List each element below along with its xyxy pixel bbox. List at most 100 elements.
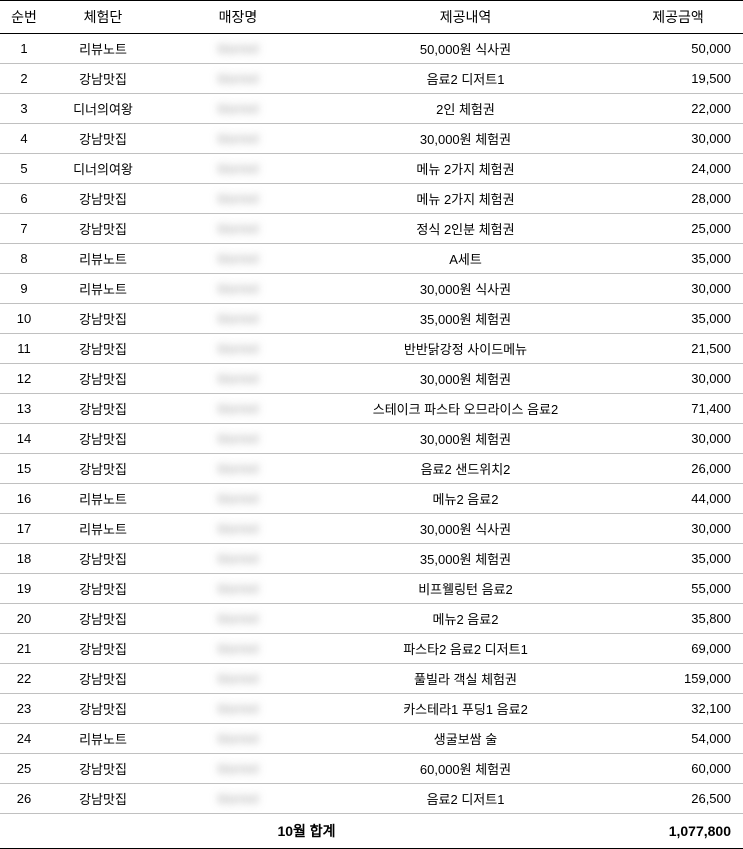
cell-num: 15 [0,454,48,484]
cell-desc: 스테이크 파스타 오므라이스 음료2 [318,394,613,424]
cell-amount: 30,000 [613,514,743,544]
cell-desc: 음료2 디저트1 [318,784,613,814]
cell-desc: 35,000원 체험권 [318,304,613,334]
cell-amount: 25,000 [613,214,743,244]
total-label: 10월 합계 [0,814,613,849]
cell-amount: 50,000 [613,34,743,64]
cell-num: 18 [0,544,48,574]
table-row: 5디너의여왕blurred메뉴 2가지 체험권24,000 [0,154,743,184]
cell-amount: 30,000 [613,274,743,304]
cell-amount: 32,100 [613,694,743,724]
cell-store: blurred [158,604,318,634]
cell-group: 강남맛집 [48,394,158,424]
table-row: 19강남맛집blurred비프웰링턴 음료255,000 [0,574,743,604]
cell-num: 7 [0,214,48,244]
cell-group: 리뷰노트 [48,514,158,544]
cell-amount: 35,000 [613,304,743,334]
cell-desc: 30,000원 식사권 [318,274,613,304]
cell-desc: 메뉴2 음료2 [318,604,613,634]
cell-store: blurred [158,304,318,334]
cell-group: 리뷰노트 [48,244,158,274]
cell-store: blurred [158,634,318,664]
table-row: 11강남맛집blurred반반닭강정 사이드메뉴21,500 [0,334,743,364]
cell-num: 2 [0,64,48,94]
cell-num: 24 [0,724,48,754]
cell-group: 강남맛집 [48,424,158,454]
cell-desc: 비프웰링턴 음료2 [318,574,613,604]
cell-group: 강남맛집 [48,454,158,484]
cell-store: blurred [158,454,318,484]
cell-amount: 30,000 [613,364,743,394]
header-group: 체험단 [48,1,158,34]
total-row: 10월 합계 1,077,800 [0,814,743,849]
table-row: 15강남맛집blurred음료2 샌드위치226,000 [0,454,743,484]
cell-amount: 60,000 [613,754,743,784]
cell-store: blurred [158,244,318,274]
cell-desc: 메뉴 2가지 체험권 [318,184,613,214]
table-row: 3디너의여왕blurred2인 체험권22,000 [0,94,743,124]
cell-group: 강남맛집 [48,784,158,814]
cell-store: blurred [158,664,318,694]
cell-desc: 파스타2 음료2 디저트1 [318,634,613,664]
cell-group: 강남맛집 [48,364,158,394]
cell-group: 디너의여왕 [48,154,158,184]
cell-store: blurred [158,364,318,394]
cell-num: 22 [0,664,48,694]
cell-desc: 60,000원 체험권 [318,754,613,784]
cell-store: blurred [158,334,318,364]
cell-store: blurred [158,544,318,574]
table-header-row: 순번 체험단 매장명 제공내역 제공금액 [0,1,743,34]
cell-amount: 30,000 [613,424,743,454]
cell-num: 14 [0,424,48,454]
cell-store: blurred [158,424,318,454]
table-row: 13강남맛집blurred스테이크 파스타 오므라이스 음료271,400 [0,394,743,424]
cell-store: blurred [158,64,318,94]
cell-num: 6 [0,184,48,214]
cell-store: blurred [158,514,318,544]
table-row: 12강남맛집blurred30,000원 체험권30,000 [0,364,743,394]
table-row: 22강남맛집blurred풀빌라 객실 체험권159,000 [0,664,743,694]
cell-desc: 30,000원 체험권 [318,364,613,394]
cell-desc: 30,000원 체험권 [318,124,613,154]
cell-desc: 카스테라1 푸딩1 음료2 [318,694,613,724]
cell-store: blurred [158,124,318,154]
table-row: 2강남맛집blurred음료2 디저트119,500 [0,64,743,94]
header-amount: 제공금액 [613,1,743,34]
cell-amount: 24,000 [613,154,743,184]
cell-group: 강남맛집 [48,664,158,694]
cell-desc: 풀빌라 객실 체험권 [318,664,613,694]
table-row: 14강남맛집blurred30,000원 체험권30,000 [0,424,743,454]
cell-amount: 44,000 [613,484,743,514]
cell-store: blurred [158,574,318,604]
cell-amount: 35,000 [613,244,743,274]
cell-num: 21 [0,634,48,664]
cell-store: blurred [158,394,318,424]
cell-store: blurred [158,184,318,214]
cell-amount: 30,000 [613,124,743,154]
cell-group: 강남맛집 [48,544,158,574]
cell-store: blurred [158,724,318,754]
cell-num: 13 [0,394,48,424]
cell-store: blurred [158,94,318,124]
cell-store: blurred [158,34,318,64]
cell-desc: 30,000원 체험권 [318,424,613,454]
table-row: 7강남맛집blurred정식 2인분 체험권25,000 [0,214,743,244]
cell-num: 8 [0,244,48,274]
cell-store: blurred [158,694,318,724]
cell-group: 리뷰노트 [48,34,158,64]
table-row: 9리뷰노트blurred30,000원 식사권30,000 [0,274,743,304]
cell-amount: 26,500 [613,784,743,814]
cell-amount: 19,500 [613,64,743,94]
cell-group: 강남맛집 [48,334,158,364]
cell-group: 강남맛집 [48,754,158,784]
experience-table: 순번 체험단 매장명 제공내역 제공금액 1리뷰노트blurred50,000원… [0,0,743,849]
cell-group: 강남맛집 [48,574,158,604]
cell-group: 리뷰노트 [48,274,158,304]
table-row: 16리뷰노트blurred메뉴2 음료244,000 [0,484,743,514]
table-row: 17리뷰노트blurred30,000원 식사권30,000 [0,514,743,544]
header-desc: 제공내역 [318,1,613,34]
cell-group: 강남맛집 [48,304,158,334]
cell-amount: 55,000 [613,574,743,604]
cell-amount: 54,000 [613,724,743,754]
cell-num: 20 [0,604,48,634]
